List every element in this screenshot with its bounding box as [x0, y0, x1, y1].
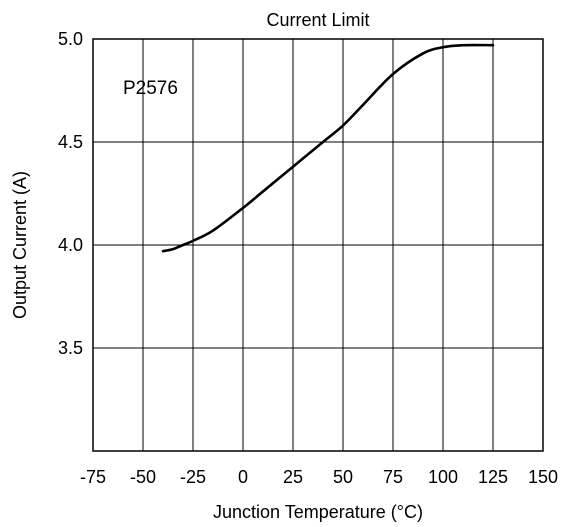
x-tick-label: 150	[528, 467, 558, 487]
series-line	[161, 43, 495, 253]
x-tick-labels: -75 -50 -25 0 25 50 75 100 125 150	[80, 467, 558, 487]
x-tick-label: 25	[283, 467, 303, 487]
x-tick-label: 100	[428, 467, 458, 487]
x-tick-label: 125	[478, 467, 508, 487]
x-tick-label: 0	[238, 467, 248, 487]
x-axis-label: Junction Temperature (°C)	[213, 502, 423, 522]
y-tick-label: 5.0	[58, 29, 83, 49]
x-tick-label: -25	[180, 467, 206, 487]
plot-frame	[92, 38, 544, 452]
y-tick-labels: 5.0 4.5 4.0 3.5	[58, 29, 83, 358]
y-tick-label: 4.5	[58, 132, 83, 152]
x-tick-label: -50	[130, 467, 156, 487]
x-tick-label: -75	[80, 467, 106, 487]
grid	[93, 39, 543, 451]
x-tick-label: 50	[333, 467, 353, 487]
annotation-label: P2576	[123, 78, 178, 99]
chart-title: Current Limit	[266, 10, 369, 30]
y-axis-label: Output Current (A)	[10, 171, 30, 319]
y-tick-label: 3.5	[58, 338, 83, 358]
y-tick-label: 4.0	[58, 235, 83, 255]
x-tick-label: 75	[383, 467, 403, 487]
